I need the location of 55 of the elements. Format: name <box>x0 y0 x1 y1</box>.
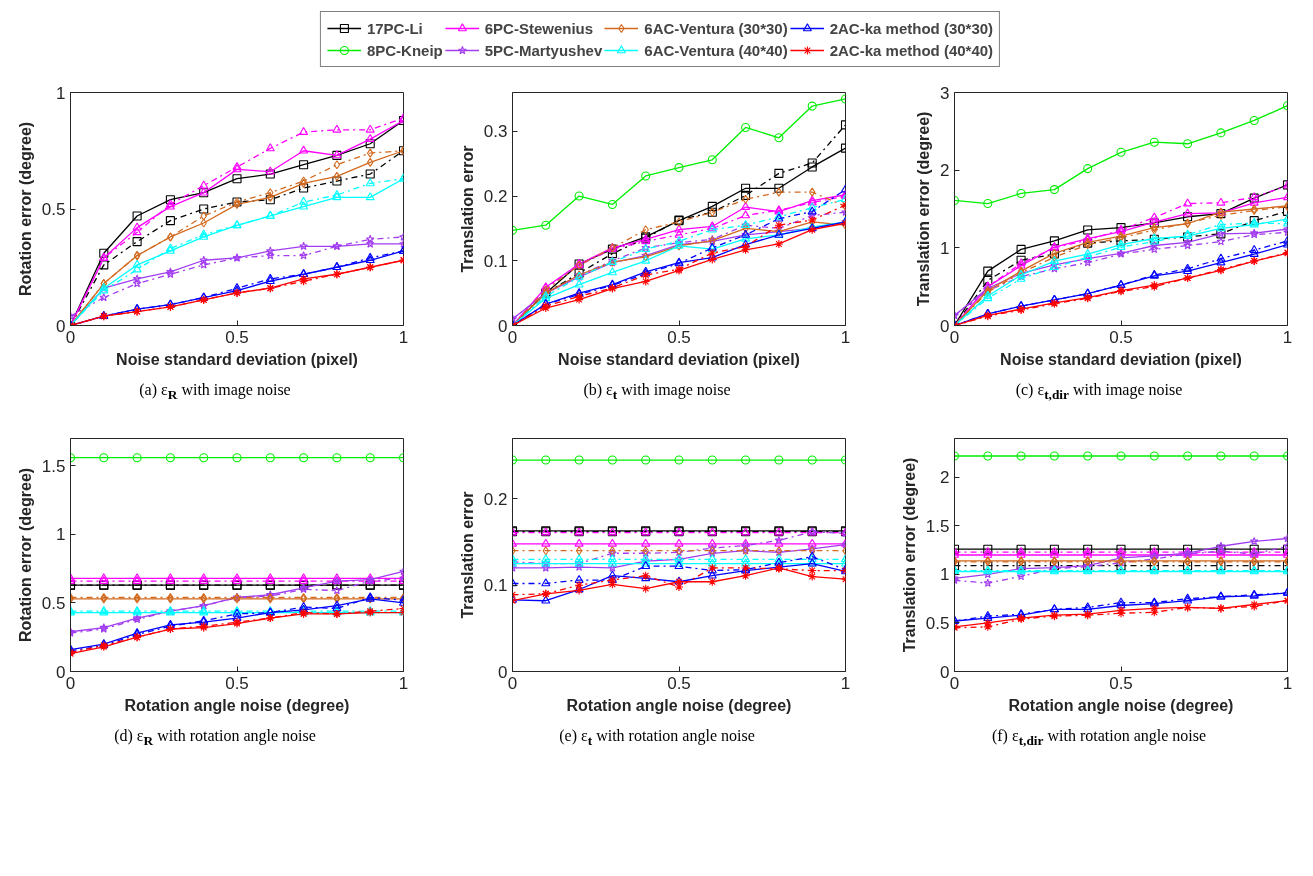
x-tick-label: 1 <box>398 327 409 347</box>
y-axis-title: Translation error (degree) <box>915 111 933 307</box>
y-tick-label: 2 <box>940 468 950 488</box>
x-axis-title: Noise standard deviation (pixel) <box>1000 350 1242 368</box>
x-tick-label: 0.5 <box>1109 327 1133 347</box>
x-axis-title: Rotation angle noise (degree) <box>124 696 350 714</box>
y-tick-label: 2 <box>940 161 950 181</box>
y-tick-label: 0.2 <box>483 489 508 509</box>
x-axis-title: Noise standard deviation (pixel) <box>558 350 800 368</box>
y-axis-title: Translation error (degree) <box>900 457 918 653</box>
legend-label: 6AC-Ventura (40*40) <box>644 41 788 59</box>
legend-label: 8PC-Kneip <box>366 41 443 59</box>
y-tick-label: 0.5 <box>925 613 950 633</box>
y-axis-title: Translation error <box>458 491 476 619</box>
y-axis-title: Translation error <box>458 145 476 273</box>
y-tick-label: 0.3 <box>483 122 508 142</box>
x-tick-label: 0.5 <box>225 673 249 693</box>
x-tick-label: 1 <box>840 673 851 693</box>
y-axis-title: Rotation error (degree) <box>16 121 34 297</box>
y-tick-label: 1 <box>940 565 950 585</box>
x-axis-title: Rotation angle noise (degree) <box>1008 696 1234 714</box>
x-tick-label: 1 <box>398 673 409 693</box>
y-tick-label: 1 <box>56 83 66 103</box>
x-axis-title: Rotation angle noise (degree) <box>566 696 792 714</box>
y-tick-label: 3 <box>940 83 950 103</box>
y-tick-label: 1 <box>56 525 66 545</box>
x-tick-label: 0.5 <box>1109 673 1133 693</box>
legend-label: 6AC-Ventura (30*30) <box>644 19 788 37</box>
legend-label: 2AC-ka method (40*40) <box>829 41 994 59</box>
text: (a) ε$_{R}$ with image noise <box>138 380 292 405</box>
text: (c) ε$_{t,dir}$ with image noise <box>1014 380 1184 405</box>
x-tick-label: 1 <box>840 327 851 347</box>
legend-label: 5PC-Martyushev <box>484 41 603 59</box>
y-tick-label: 1.5 <box>41 456 66 476</box>
y-tick-label: 0.5 <box>41 593 66 613</box>
legend-label: 2AC-ka method (30*30) <box>829 19 994 37</box>
y-tick-label: 0.2 <box>483 187 508 207</box>
x-tick-label: 1 <box>1282 673 1293 693</box>
y-tick-label: 0.1 <box>483 576 508 596</box>
text: (e) ε$_{t}$ with rotation angle noise <box>558 726 756 751</box>
x-tick-label: 0.5 <box>667 673 691 693</box>
text: (b) ε$_{t}$ with image noise <box>582 380 732 405</box>
y-tick-label: 1.5 <box>925 516 950 536</box>
y-axis-title: Rotation error (degree) <box>16 467 34 643</box>
x-axis-title: Noise standard deviation (pixel) <box>116 350 358 368</box>
x-tick-label: 0.5 <box>225 327 249 347</box>
y-tick-label: 0.1 <box>483 251 508 271</box>
y-tick-label: 1 <box>940 238 950 258</box>
legend-label: 17PC-Li <box>366 19 423 37</box>
text: (d) ε$_{R}$ with rotation angle noise <box>113 726 317 751</box>
x-tick-label: 0.5 <box>667 327 691 347</box>
text: (f) ε$_{t,dir}$ with rotation angle noise <box>990 726 1208 751</box>
x-tick-label: 1 <box>1282 327 1293 347</box>
legend-label: 6PC-Stewenius <box>484 19 594 37</box>
y-tick-label: 0.5 <box>41 200 66 219</box>
